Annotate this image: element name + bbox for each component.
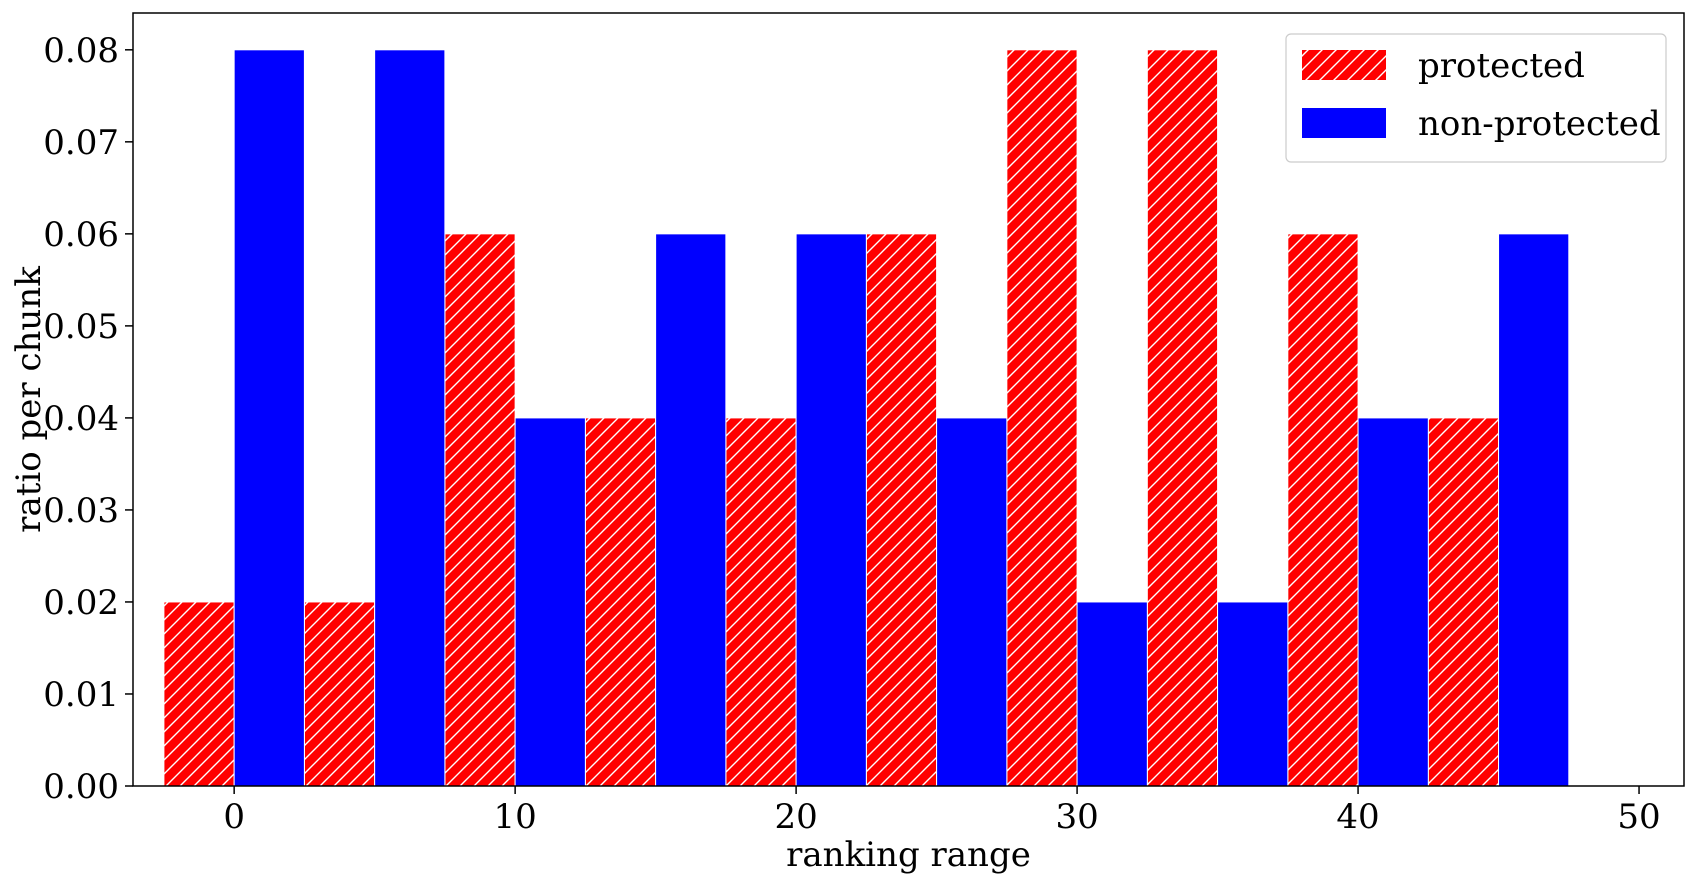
y-axis: 0.00 0.01 0.02 0.03 0.04 0.05 0.06 0.07 0.08 <box>43 31 133 807</box>
legend-swatch-non-protected <box>1302 108 1386 138</box>
bar-protected-0 <box>163 601 235 787</box>
bar-non-protected-5 <box>936 417 1008 787</box>
bar-non-protected-6 <box>1076 601 1148 787</box>
y-tick-label: 0.07 <box>43 123 119 163</box>
legend: protected non-protected <box>1285 33 1667 163</box>
bar-protected-1 <box>303 601 376 787</box>
y-tick-label: 0.00 <box>43 767 119 807</box>
y-tick-label: 0.04 <box>43 399 119 439</box>
bars-layer <box>163 49 1570 787</box>
y-tick-label: 0.02 <box>43 583 119 623</box>
y-axis-label: ratio per chunk <box>9 266 49 533</box>
bar-protected-2 <box>444 233 516 787</box>
x-tick-label: 0 <box>223 797 245 837</box>
bar-protected-6 <box>1006 49 1078 787</box>
y-tick-label: 0.01 <box>43 675 119 715</box>
bar-protected-3 <box>584 417 657 787</box>
y-tick-label: 0.05 <box>43 307 119 347</box>
bar-non-protected-4 <box>795 233 867 787</box>
y-tick-label: 0.03 <box>43 491 119 531</box>
bar-protected-4 <box>725 417 797 787</box>
x-tick-label: 30 <box>1055 797 1098 837</box>
legend-label-protected: protected <box>1418 46 1585 86</box>
bar-non-protected-0 <box>233 49 305 787</box>
bar-protected-9 <box>1427 417 1500 787</box>
bar-protected-5 <box>865 233 938 787</box>
x-tick-label: 10 <box>493 797 536 837</box>
bar-non-protected-3 <box>655 233 727 787</box>
x-tick-label: 50 <box>1617 797 1660 837</box>
x-tick-label: 20 <box>774 797 817 837</box>
plot-frame <box>132 12 1685 787</box>
x-axis: 0 10 20 30 40 50 <box>223 786 1661 837</box>
bar-protected-7 <box>1146 49 1219 787</box>
bar-non-protected-7 <box>1217 601 1289 787</box>
bar-non-protected-1 <box>374 49 446 787</box>
y-tick-label: 0.08 <box>43 31 119 71</box>
bar-non-protected-2 <box>514 417 586 787</box>
bar-non-protected-8 <box>1357 417 1429 787</box>
x-axis-label: ranking range <box>786 835 1031 875</box>
legend-swatch-protected <box>1302 50 1386 80</box>
bar-protected-8 <box>1287 233 1359 787</box>
x-tick-label: 40 <box>1336 797 1379 837</box>
legend-label-non-protected: non-protected <box>1418 104 1661 144</box>
y-tick-label: 0.06 <box>43 215 119 255</box>
bar-non-protected-9 <box>1498 233 1570 787</box>
